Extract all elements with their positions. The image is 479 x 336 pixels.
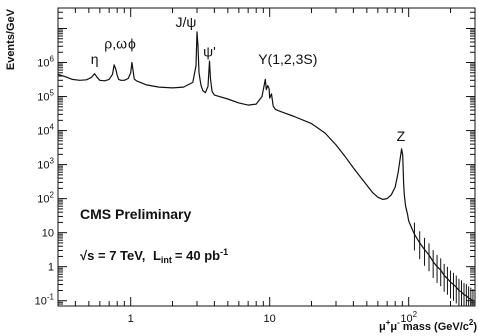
tick-marks <box>57 7 476 307</box>
y-tick-label: 102 <box>37 191 54 206</box>
y-tick-label-exp: 5 <box>50 89 55 98</box>
x-tick-label: 1 <box>128 313 134 325</box>
y-tick-label: 10 <box>42 228 54 240</box>
energy-value: = 7 TeV, <box>98 248 145 263</box>
x-tick-label-base: 10 <box>400 313 412 325</box>
y-tick-label: 105 <box>37 89 54 104</box>
y-tick-label-base: 10 <box>37 58 49 70</box>
y-tick-label-base: 10 <box>42 228 54 240</box>
y-tick-label-base: 10 <box>37 160 49 172</box>
y-tick-label-base: 10 <box>37 194 49 206</box>
peak-label: J/ψ <box>176 14 197 30</box>
y-tick-label-exp: 4 <box>50 123 55 132</box>
axes <box>57 7 476 307</box>
y-tick-label: 103 <box>37 157 54 172</box>
y-tick-label-exp: 2 <box>50 191 55 200</box>
y-tick-label: 104 <box>37 123 54 138</box>
y-tick-label-exp: 3 <box>50 157 55 166</box>
x-axis-title-close: ) <box>473 321 477 333</box>
x-axis-title-minus: - <box>397 318 400 327</box>
x-tick-label: 102 <box>400 310 417 325</box>
energy-lumi-label: √s = 7 TeV, Lint = 40 pb-1 <box>80 247 228 265</box>
series-layer <box>57 31 474 306</box>
y-tick-label-base: 10 <box>35 296 47 308</box>
x-axis-title-rest: mass (GeV/c <box>400 321 469 333</box>
y-tick-label: 106 <box>37 55 54 70</box>
lumi-exponent: -1 <box>220 247 228 257</box>
x-axis-title-plus: + <box>386 318 391 327</box>
x-axis-title-mu2: μ <box>390 321 397 333</box>
plot-frame <box>57 7 476 307</box>
x-tick-label-exp: 2 <box>413 310 418 319</box>
y-tick-label: 1 <box>48 262 54 274</box>
peak-label: ψ' <box>203 44 216 60</box>
y-tick-label-exp: -1 <box>47 293 55 302</box>
x-tick-label-base: 1 <box>128 313 134 325</box>
peak-annotations: η ρ,ω ϕ J/ψ ψ' Υ(1,2,3S) Z <box>91 14 406 144</box>
cms-preliminary-label: CMS Preliminary <box>80 206 191 222</box>
lumi-symbol: L <box>153 248 161 263</box>
y-tick-label-base: 1 <box>48 262 54 274</box>
lumi-value: = 40 pb <box>175 248 220 263</box>
y-tick-label-exp: 6 <box>50 55 55 64</box>
x-axis-title: μ+μ- mass (GeV/c2) <box>379 318 477 333</box>
x-axis-title-mu: μ <box>379 321 386 333</box>
sqrt-s-symbol: √s <box>80 248 94 263</box>
x-tick-label: 10 <box>264 313 276 325</box>
peak-label: Z <box>397 128 406 144</box>
y-tick-label-base: 10 <box>37 126 49 138</box>
peak-label: η <box>91 51 99 67</box>
y-tick-label: 10-1 <box>35 293 55 308</box>
y-axis-title: Events/GeV <box>5 8 17 70</box>
peak-label: Υ(1,2,3S) <box>258 51 317 67</box>
series-line <box>57 31 474 302</box>
x-tick-label-base: 10 <box>264 313 276 325</box>
y-tick-label-base: 10 <box>37 92 49 104</box>
peak-label: ϕ <box>128 35 136 51</box>
x-axis-title-sq: 2 <box>469 318 474 327</box>
lumi-subscript: int <box>161 255 172 265</box>
peak-label: ρ,ω <box>104 35 127 51</box>
